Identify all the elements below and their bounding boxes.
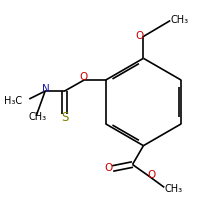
Text: CH₃: CH₃ xyxy=(170,15,188,25)
Text: S: S xyxy=(61,111,68,124)
Text: CH₃: CH₃ xyxy=(164,184,182,194)
Text: CH₃: CH₃ xyxy=(29,112,47,122)
Text: N: N xyxy=(42,84,50,94)
Text: H₃C: H₃C xyxy=(4,96,22,106)
Text: O: O xyxy=(80,72,88,82)
Text: O: O xyxy=(136,31,144,41)
Text: O: O xyxy=(104,163,112,173)
Text: O: O xyxy=(147,170,155,180)
